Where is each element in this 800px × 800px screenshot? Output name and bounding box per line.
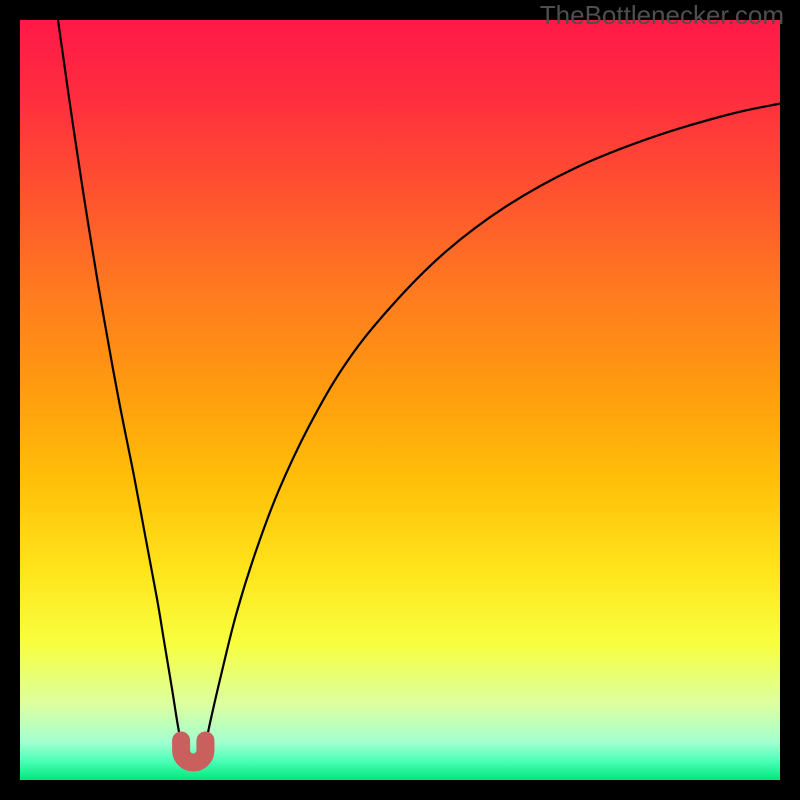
chart-plot-area [20, 20, 780, 780]
chart-svg [20, 20, 780, 780]
watermark-text: TheBottlenecker.com [540, 0, 784, 31]
gradient-background [20, 20, 780, 780]
chart-frame [0, 0, 800, 800]
